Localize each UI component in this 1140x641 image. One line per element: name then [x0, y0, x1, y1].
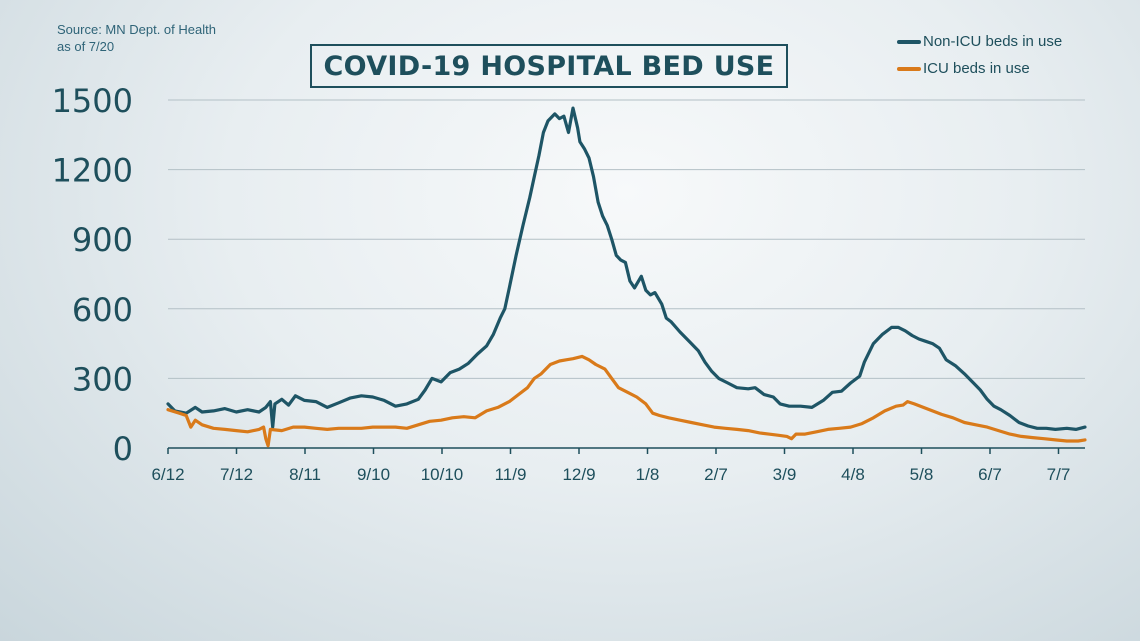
x-tick-label: 7/7: [1047, 465, 1071, 484]
series-line-non-icu: [166, 106, 1087, 431]
y-tick-label: 1500: [52, 82, 133, 120]
source-note: Source: MN Dept. of Health as of 7/20: [57, 21, 216, 55]
x-axis-ticks: 6/12 7/12 8/11 9/10 10/10 11/9 12/9 1/8 2/7 3/9 4/…: [151, 448, 1070, 484]
series-line-icu: [166, 354, 1087, 448]
x-tick-label: 10/10: [421, 465, 464, 484]
x-tick-label: 6/12: [151, 465, 184, 484]
x-tick-label: 7/12: [220, 465, 253, 484]
chart-title: COVID-19 HOSPITAL BED USE: [310, 44, 788, 88]
y-tick-label: 600: [72, 291, 133, 329]
legend-swatch-icu: [897, 66, 921, 71]
source-line: Source: MN Dept. of Health: [57, 22, 216, 37]
x-tick-label: 11/9: [495, 465, 527, 484]
x-tick-label: 9/10: [357, 465, 390, 484]
chart-legend: Non-ICU beds in use ICU beds in use: [897, 28, 1062, 82]
x-tick-label: 3/9: [773, 465, 797, 484]
y-axis-ticks: 0 300 600 900 1200 1500: [52, 82, 133, 468]
x-tick-label: 5/8: [910, 465, 934, 484]
y-tick-label: 1200: [52, 152, 133, 190]
legend-item-non-icu: Non-ICU beds in use: [897, 28, 1062, 55]
x-tick-label: 1/8: [636, 465, 660, 484]
y-tick-label: 900: [72, 221, 133, 259]
x-tick-label: 2/7: [704, 465, 728, 484]
y-tick-label: 0: [113, 430, 133, 468]
x-tick-label: 8/11: [289, 465, 321, 484]
y-tick-label: 300: [72, 360, 133, 398]
x-tick-label: 4/8: [841, 465, 865, 484]
series-lines: [166, 106, 1087, 448]
legend-label-non-icu: Non-ICU beds in use: [923, 33, 1063, 50]
date-line: as of 7/20: [57, 39, 115, 54]
x-tick-label: 6/7: [978, 465, 1002, 484]
gridlines: [168, 99, 1085, 449]
legend-label-icu: ICU beds in use: [923, 60, 1030, 77]
legend-swatch-non-icu: [897, 39, 921, 44]
x-tick-label: 12/9: [562, 465, 595, 484]
legend-item-icu: ICU beds in use: [897, 55, 1062, 82]
